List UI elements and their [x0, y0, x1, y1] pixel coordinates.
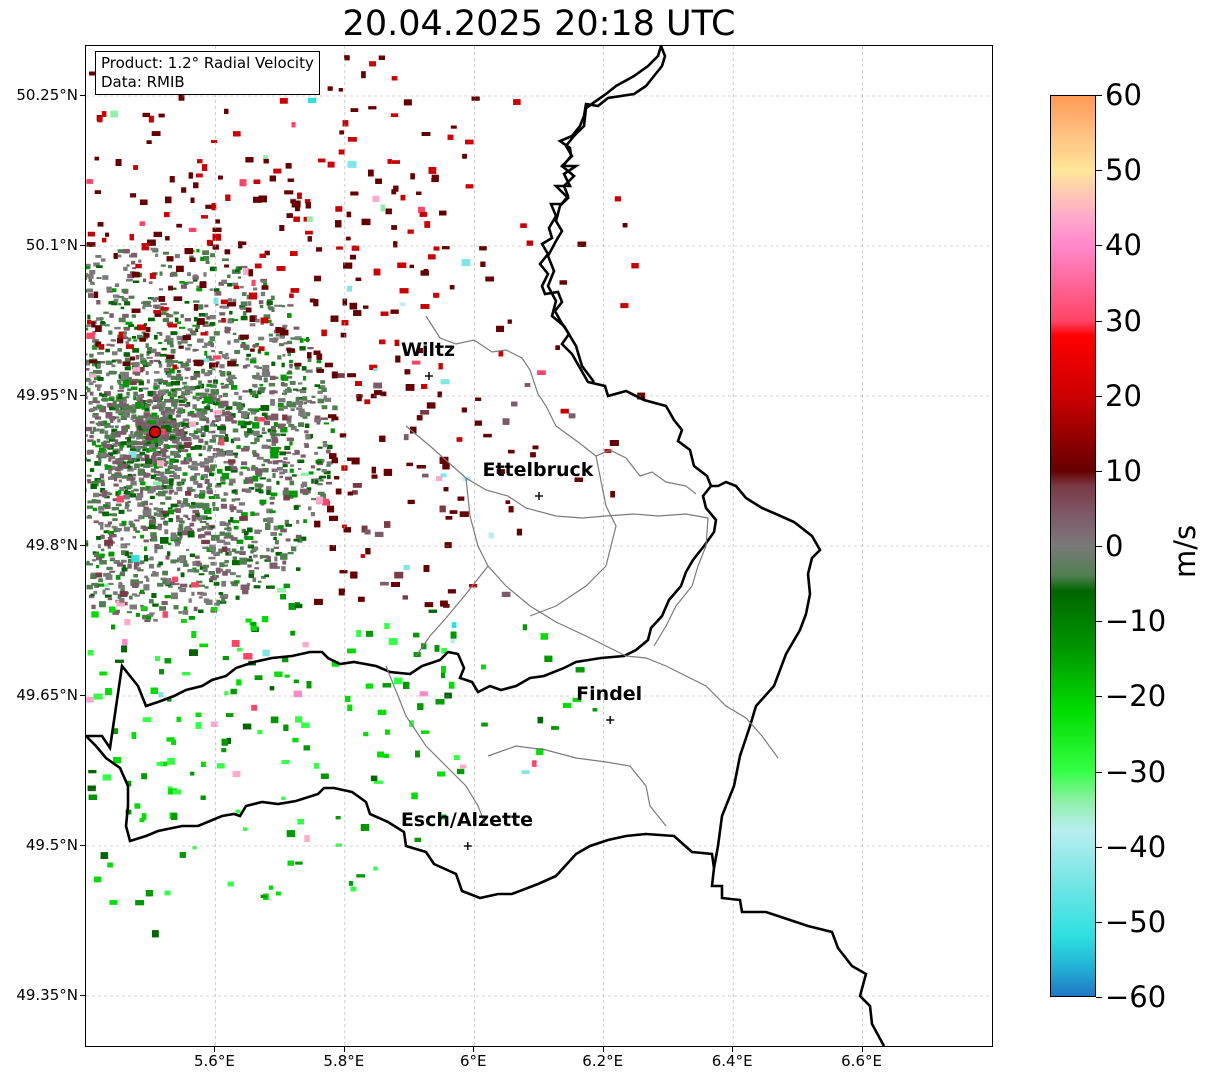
- x-tick-mark: [343, 1047, 345, 1052]
- radar-echo-layer: [86, 55, 646, 938]
- colorbar-tick-label: 50: [1105, 153, 1142, 188]
- colorbar-tick-label: −50: [1105, 904, 1167, 939]
- y-tick-mark: [80, 95, 85, 96]
- x-tick-mark: [732, 1047, 734, 1052]
- colorbar-tick-label: 20: [1105, 378, 1142, 413]
- colorbar-tick-mark: [1096, 245, 1102, 247]
- city-marker: [424, 372, 433, 380]
- y-tick-mark: [80, 395, 85, 396]
- canton-borders: [385, 315, 779, 827]
- x-tick-mark: [214, 1047, 216, 1052]
- y-tick-label: 49.35°N: [16, 986, 78, 1004]
- germany-border: [711, 480, 822, 869]
- colorbar-tick-mark: [1096, 546, 1102, 547]
- y-tick-label: 50.1°N: [25, 236, 78, 254]
- y-tick-label: 49.95°N: [16, 386, 78, 404]
- colorbar-tick-mark: [1096, 771, 1102, 773]
- colorbar-tick-mark: [1096, 470, 1102, 472]
- city-label: Findel: [576, 683, 643, 705]
- colorbar-tick-label: 30: [1105, 303, 1142, 338]
- y-tick-label: 49.8°N: [25, 536, 78, 554]
- x-tick-label: 5.6°E: [194, 1052, 235, 1070]
- colorbar-unit-label: m/s: [1168, 524, 1202, 578]
- colorbar-tick-mark: [1096, 846, 1102, 848]
- city-label: Esch/Alzette: [400, 809, 534, 831]
- city-marker: [535, 492, 543, 500]
- x-tick-label: 6°E: [460, 1052, 487, 1070]
- city-marker: [463, 842, 472, 850]
- germany-border-north: [546, 46, 663, 383]
- colorbar-tick-mark: [1096, 696, 1102, 698]
- x-tick-mark: [602, 1047, 604, 1052]
- colorbar-tick-label: 0: [1105, 529, 1124, 563]
- city-label: Ettelbruck: [482, 459, 594, 481]
- colorbar-tick-mark: [1096, 95, 1102, 96]
- radar-site-marker: [148, 425, 162, 439]
- colorbar-tick-label: 40: [1105, 228, 1142, 263]
- colorbar-tick-label: −60: [1105, 980, 1167, 1014]
- y-tick-mark: [80, 995, 85, 996]
- luxembourg-border: [86, 46, 718, 752]
- y-tick-label: 50.25°N: [16, 86, 78, 104]
- x-tick-mark: [861, 1047, 863, 1052]
- y-tick-mark: [80, 545, 85, 546]
- colorbar-tick-mark: [1096, 921, 1102, 923]
- colorbar-tick-mark: [1096, 395, 1102, 397]
- x-tick-label: 6.6°E: [841, 1052, 882, 1070]
- y-tick-mark: [80, 695, 85, 696]
- product-label: Product: 1.2° Radial Velocity: [101, 54, 314, 72]
- map-title: 20.04.2025 20:18 UTC: [342, 4, 736, 44]
- y-tick-mark: [80, 245, 85, 246]
- y-tick-mark: [80, 845, 85, 846]
- x-tick-label: 6.4°E: [711, 1052, 753, 1070]
- x-tick-label: 5.8°E: [323, 1052, 365, 1070]
- colorbar-tick-label: −10: [1105, 604, 1167, 639]
- colorbar-tick-label: −20: [1105, 679, 1167, 714]
- product-legend: Product: 1.2° Radial Velocity Data: RMIB: [95, 51, 320, 95]
- colorbar-tick-mark: [1096, 320, 1102, 322]
- y-tick-label: 49.65°N: [16, 686, 78, 704]
- colorbar-tick-label: 10: [1105, 453, 1142, 488]
- colorbar-tick-mark: [1096, 170, 1102, 172]
- grid-lines: [86, 46, 992, 1046]
- colorbar-tick-label: 60: [1105, 78, 1142, 112]
- belgium-france-border: [86, 735, 886, 1046]
- x-tick-label: 6.2°E: [582, 1052, 624, 1070]
- y-tick-label: 49.5°N: [25, 836, 78, 854]
- radar-map-panel: [85, 45, 993, 1047]
- x-tick-mark: [473, 1047, 475, 1052]
- city-label: Wiltz: [400, 339, 456, 361]
- colorbar-unit: m/s: [1168, 520, 1207, 580]
- radar-map: [86, 46, 992, 1046]
- colorbar-tick-label: −40: [1105, 829, 1167, 864]
- colorbar-tick-label: −30: [1105, 754, 1167, 789]
- colorbar-tick-mark: [1096, 997, 1102, 998]
- colorbar-tick-mark: [1096, 621, 1102, 623]
- data-source-label: Data: RMIB: [101, 73, 185, 91]
- city-markers: [424, 372, 615, 850]
- velocity-colorbar: [1050, 95, 1096, 997]
- city-marker: [606, 716, 615, 724]
